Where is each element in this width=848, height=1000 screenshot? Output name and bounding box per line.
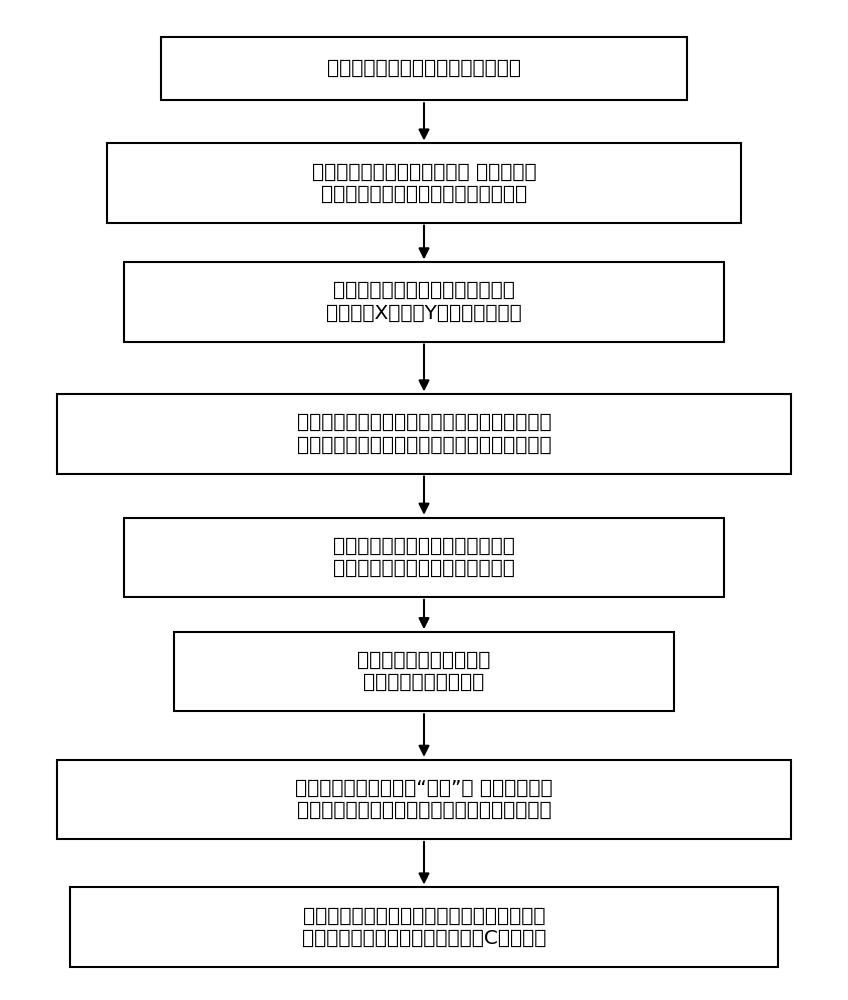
Text: 被测锂板完全浸没在液体中， 选择液浸式: 被测锂板完全浸没在液体中， 选择液浸式	[312, 162, 536, 181]
FancyBboxPatch shape	[174, 632, 674, 711]
Text: 通过指纹图得到成像时间点与扫描时记录下的: 通过指纹图得到成像时间点与扫描时记录下的	[303, 906, 545, 925]
Text: 分析处理绘出其波形的原始时域图: 分析处理绘出其波形的原始时域图	[333, 559, 515, 578]
Text: 利用动态小波指纹技术对: 利用动态小波指纹技术对	[357, 651, 491, 670]
Text: 字示波器显示采集到的原始回波信号并编号保存: 字示波器显示采集到的原始回波信号并编号保存	[297, 436, 551, 455]
Text: 激发不同能量等级的连续脉冲作为激励信号，数: 激发不同能量等级的连续脉冲作为激励信号，数	[297, 413, 551, 432]
Text: 范围确定X方向和Y方向的扫描步长: 范围确定X方向和Y方向的扫描步长	[326, 303, 522, 322]
FancyBboxPatch shape	[124, 262, 724, 342]
Text: 上述时域信号进行分解: 上述时域信号进行分解	[364, 673, 484, 692]
Text: 扫描区域为缺降周围的一长宽固定: 扫描区域为缺降周围的一长宽固定	[333, 281, 515, 300]
Text: 被测试件是上表面有腐蚀缺降的锂板: 被测试件是上表面有腐蚀缺降的锂板	[327, 59, 521, 78]
Text: 矩阵经投影得到黑白像素表示的动态小波指纹图: 矩阵经投影得到黑白像素表示的动态小波指纹图	[297, 801, 551, 820]
Text: 由计算机对采集到的回波信号进行: 由计算机对采集到的回波信号进行	[333, 537, 515, 556]
FancyBboxPatch shape	[57, 760, 791, 839]
FancyBboxPatch shape	[57, 394, 791, 474]
Text: 在不同的时间尺度点做“切片”， 切片后的系数: 在不同的时间尺度点做“切片”， 切片后的系数	[295, 779, 553, 798]
FancyBboxPatch shape	[161, 37, 687, 100]
FancyBboxPatch shape	[107, 143, 741, 223]
Text: 某点的位置坐标得到锂板腐蚀处的C扫描图像: 某点的位置坐标得到锂板腐蚀处的C扫描图像	[302, 929, 546, 948]
FancyBboxPatch shape	[124, 518, 724, 597]
FancyBboxPatch shape	[70, 887, 778, 967]
Text: 探头距锂板上表面的最优液体耦合深度: 探头距锂板上表面的最优液体耦合深度	[321, 185, 527, 204]
